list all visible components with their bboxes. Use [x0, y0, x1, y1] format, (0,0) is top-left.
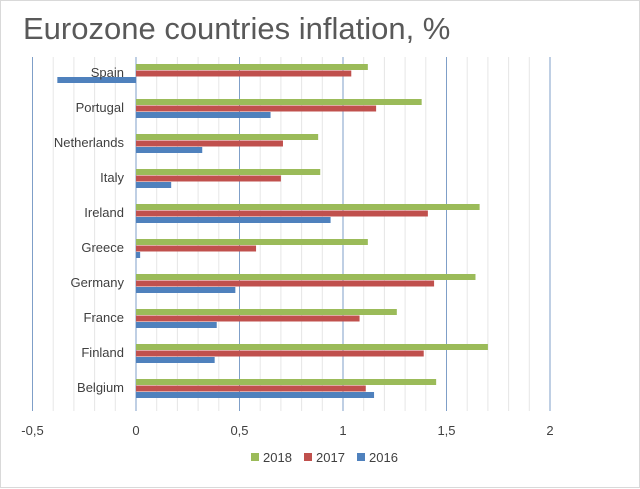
bar-2018-netherlands [136, 134, 319, 140]
x-tick-label: 0,5 [230, 423, 248, 438]
category-label: Portugal [76, 100, 125, 115]
bar-2017-belgium [136, 385, 366, 392]
bar-2017-spain [136, 70, 352, 77]
bars [57, 64, 488, 398]
x-tick-label: 2 [546, 423, 553, 438]
legend-swatch [357, 453, 365, 461]
bar-2017-finland [136, 350, 424, 357]
legend-item-2017[interactable]: 2017 [304, 450, 345, 465]
legend-item-2018[interactable]: 2018 [251, 450, 292, 465]
x-axis-tick-labels: -0,5 0 0,5 1 1,5 2 [21, 423, 553, 438]
legend-label: 2018 [263, 450, 292, 465]
bar-2016-germany [136, 287, 236, 293]
legend[interactable]: 2018 2017 2016 [251, 450, 398, 465]
category-label: France [84, 310, 124, 325]
legend-swatch [304, 453, 312, 461]
legend-item-2016[interactable]: 2016 [357, 450, 398, 465]
bar-2016-italy [136, 182, 172, 188]
bar-2017-germany [136, 280, 435, 287]
category-label: Italy [100, 170, 124, 185]
category-label: Netherlands [54, 135, 125, 150]
bar-2016-spain [57, 77, 137, 83]
legend-label: 2016 [369, 450, 398, 465]
category-label: Germany [71, 275, 125, 290]
bar-2018-ireland [136, 204, 480, 210]
category-label: Spain [91, 65, 124, 80]
bar-2016-greece [136, 252, 141, 258]
bar-2017-ireland [136, 210, 428, 217]
bar-2018-italy [136, 169, 321, 175]
bar-2018-spain [136, 64, 368, 70]
bar-2017-greece [136, 245, 257, 252]
bar-2017-netherlands [136, 140, 283, 147]
bar-2018-finland [136, 344, 488, 350]
category-label: Ireland [84, 205, 124, 220]
legend-swatch [251, 453, 259, 461]
bar-2017-italy [136, 175, 281, 182]
bar-2016-ireland [136, 217, 331, 223]
bar-2018-portugal [136, 99, 422, 105]
bar-2018-germany [136, 274, 476, 280]
category-label: Belgium [77, 380, 124, 395]
bar-2018-france [136, 309, 397, 315]
bar-2016-portugal [136, 112, 271, 118]
chart-title: Eurozone countries inflation, % [23, 11, 451, 46]
bar-2016-belgium [136, 392, 375, 398]
bar-2017-portugal [136, 105, 377, 112]
x-tick-label: -0,5 [21, 423, 43, 438]
x-tick-label: 1 [339, 423, 346, 438]
category-label: Greece [81, 240, 124, 255]
bar-2016-france [136, 322, 217, 328]
bar-2017-france [136, 315, 360, 322]
bar-2016-finland [136, 357, 215, 363]
bar-2018-greece [136, 239, 368, 245]
category-labels: Spain Portugal Netherlands Italy Ireland Gree… [54, 65, 125, 395]
category-label: Finland [81, 345, 124, 360]
x-tick-label: 1,5 [437, 423, 455, 438]
bar-2016-netherlands [136, 147, 203, 153]
bar-2018-belgium [136, 379, 437, 385]
legend-label: 2017 [316, 450, 345, 465]
x-tick-label: 0 [132, 423, 139, 438]
